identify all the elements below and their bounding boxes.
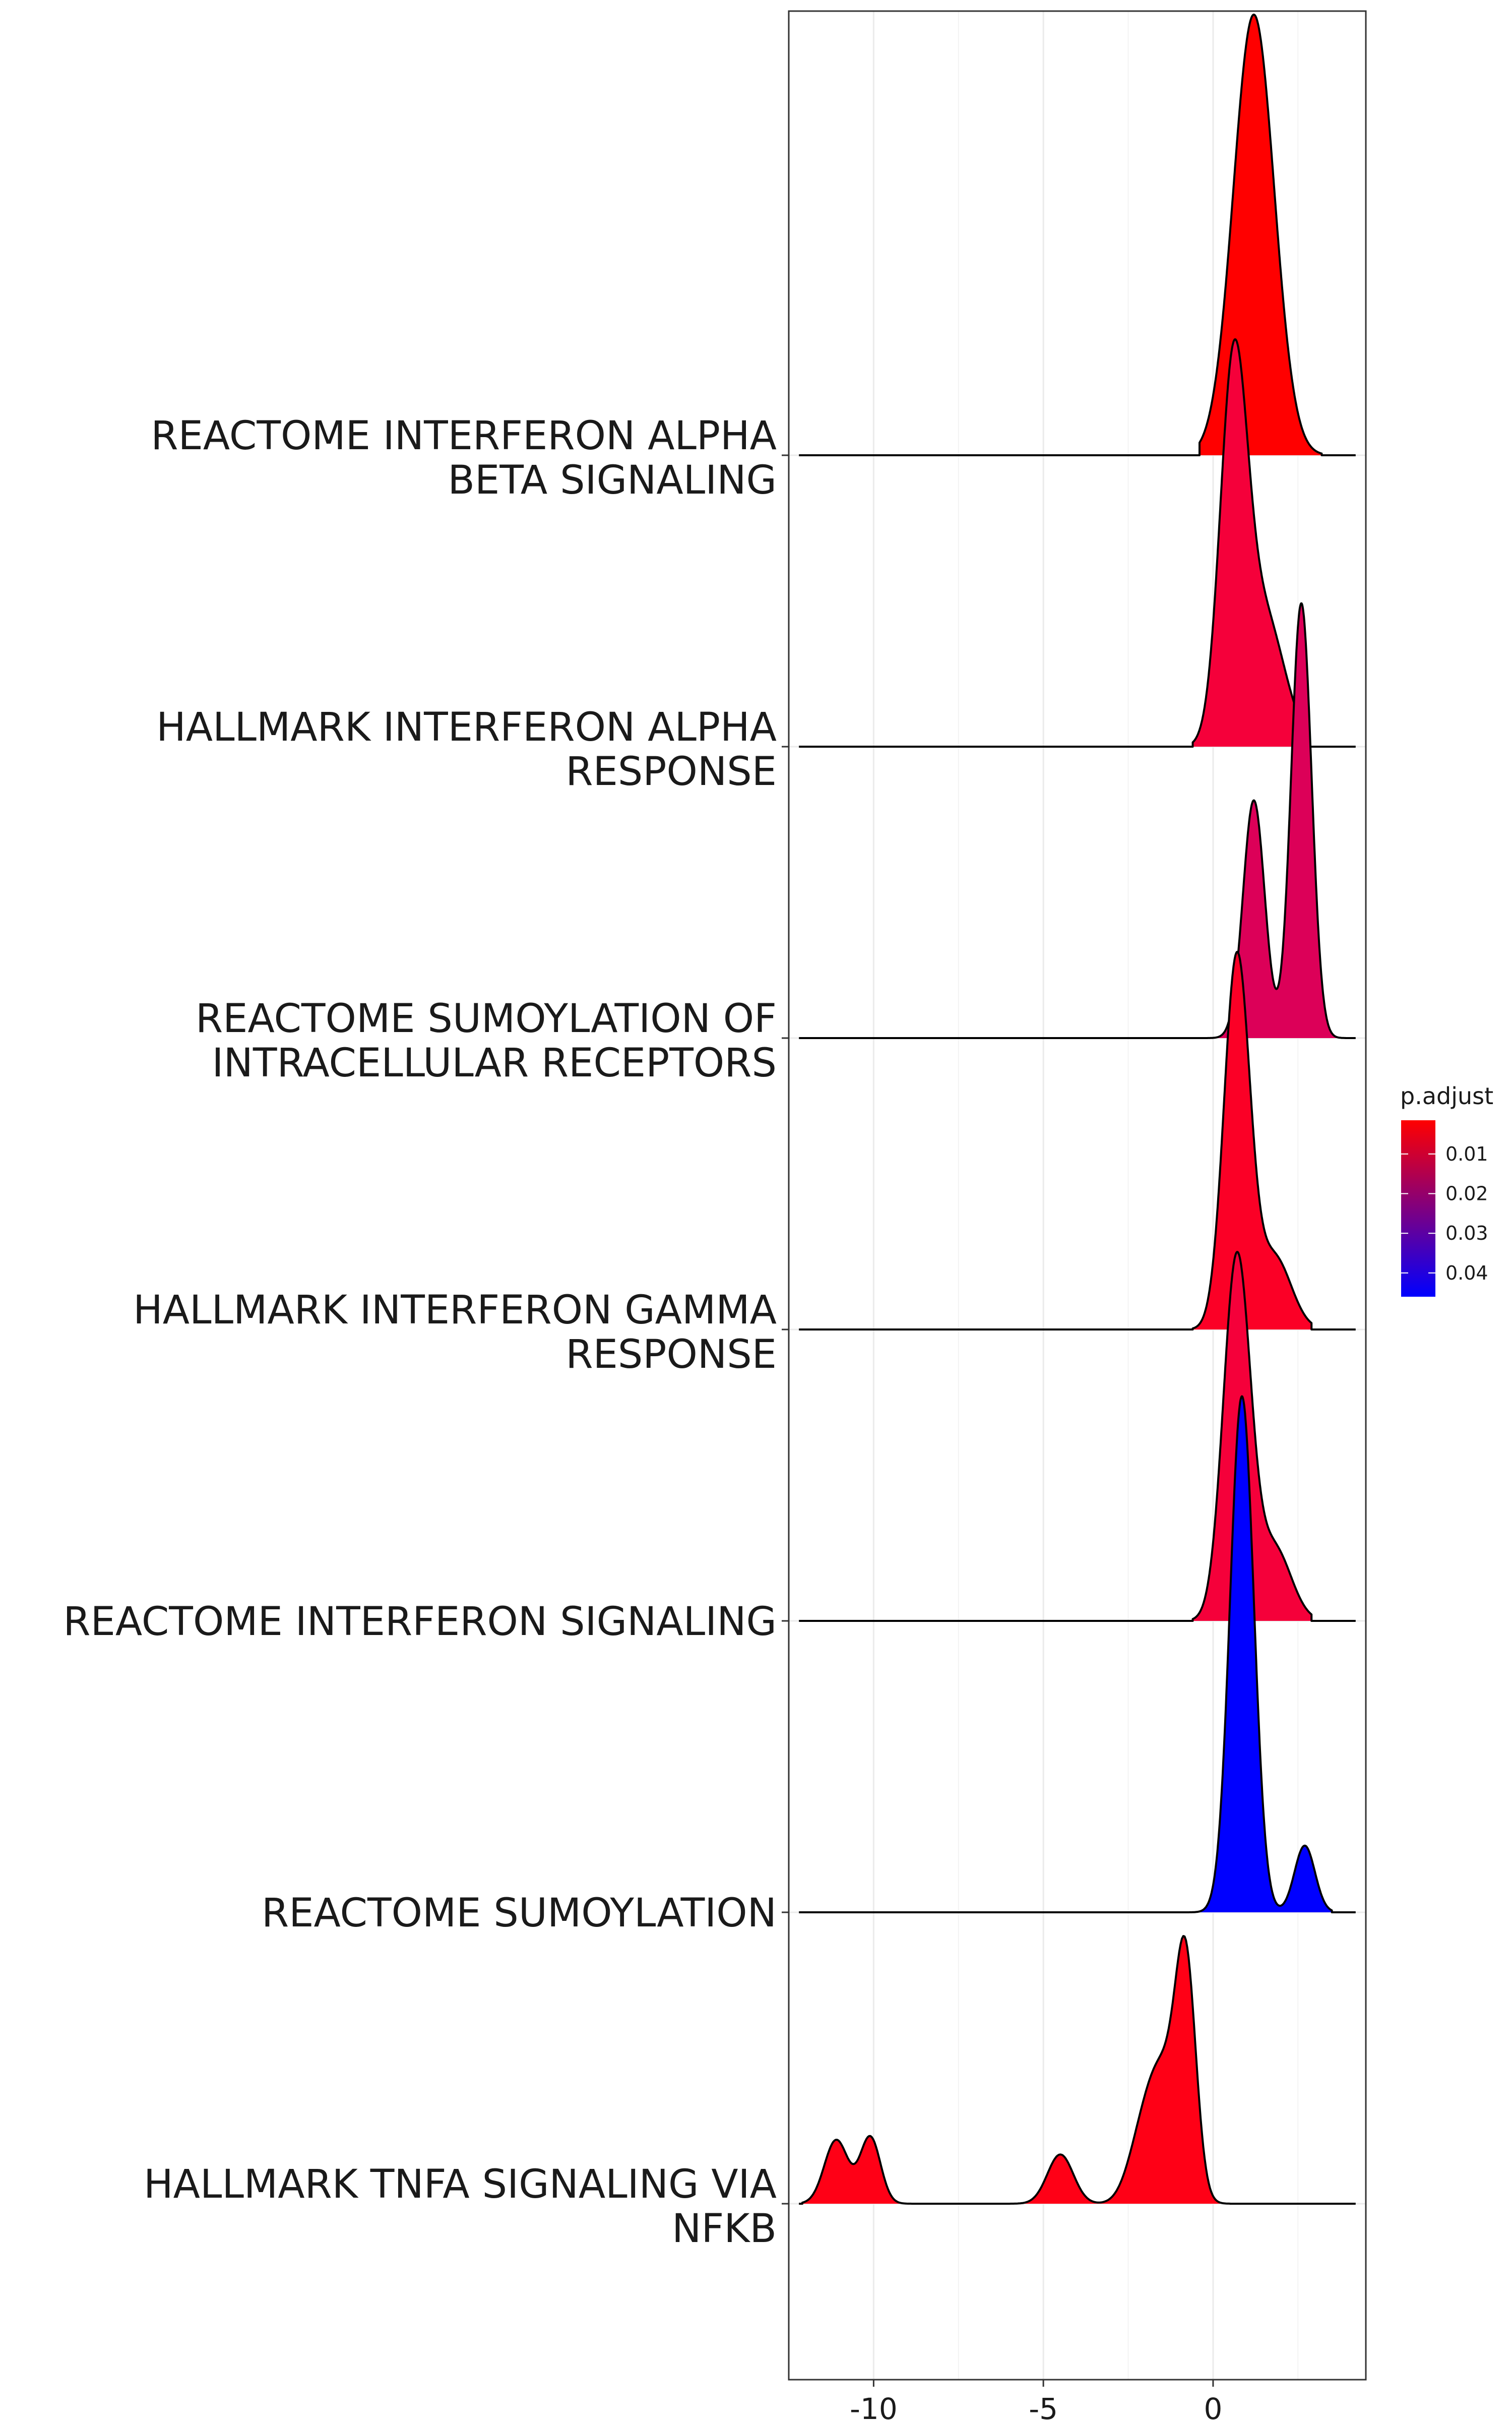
ridge-outline [799,338,1356,748]
ridge-outline [799,950,1356,1330]
ridge-outline [799,1251,1356,1622]
legend-tick-label: 0.02 [1445,1183,1488,1205]
legend: p.adjust 0.01 0.02 0.03 0.04 [1400,1082,1493,1297]
ridge-fill [1192,1252,1312,1621]
y-category-label: INTRACELLULAR RECEPTORS [212,1041,777,1086]
ridge-fill [1199,15,1322,455]
legend-ticks: 0.01 0.02 0.03 0.04 [1401,1143,1488,1284]
y-category-label: BETA SIGNALING [448,458,777,503]
density-ridges [799,14,1356,2205]
legend-title: p.adjust [1400,1082,1493,1110]
y-category-label: REACTOME SUMOYLATION [262,1891,777,1936]
y-category-label: HALLMARK TNFA SIGNALING VIA [144,2162,777,2207]
ridge-outline [799,602,1356,1039]
x-tick-label: 0 [1204,2392,1222,2420]
ridge-fill [802,1936,1230,2204]
x-axis: -10 -5 0 [850,2380,1222,2420]
ridge-fill [1189,1396,1332,1912]
y-category-label: RESPONSE [565,1332,777,1377]
legend-tick-label: 0.01 [1445,1143,1488,1165]
y-category-label: HALLMARK INTERFERON ALPHA [156,705,777,750]
ridge-fill [1192,951,1312,1329]
y-category-label: REACTOME INTERFERON ALPHA [151,413,777,459]
ridge-outline [799,1395,1356,1913]
ridge-fill [1192,339,1302,747]
y-category-label: REACTOME SUMOYLATION OF [196,996,777,1042]
x-tick-label: -10 [850,2392,898,2420]
ridge-outline [799,1935,1356,2205]
y-category-label: REACTOME INTERFERON SIGNALING [63,1599,777,1645]
y-category-label: NFKB [672,2206,777,2252]
legend-tick-label: 0.04 [1445,1262,1488,1284]
panel-border [788,10,1367,2381]
legend-tick-label: 0.03 [1445,1222,1488,1244]
y-category-label: HALLMARK INTERFERON GAMMA [133,1288,777,1333]
x-tick-label: -5 [1029,2392,1058,2420]
legend-colorbar [1401,1120,1435,1297]
y-category-label: RESPONSE [565,749,777,795]
ridge-outline [799,14,1356,456]
